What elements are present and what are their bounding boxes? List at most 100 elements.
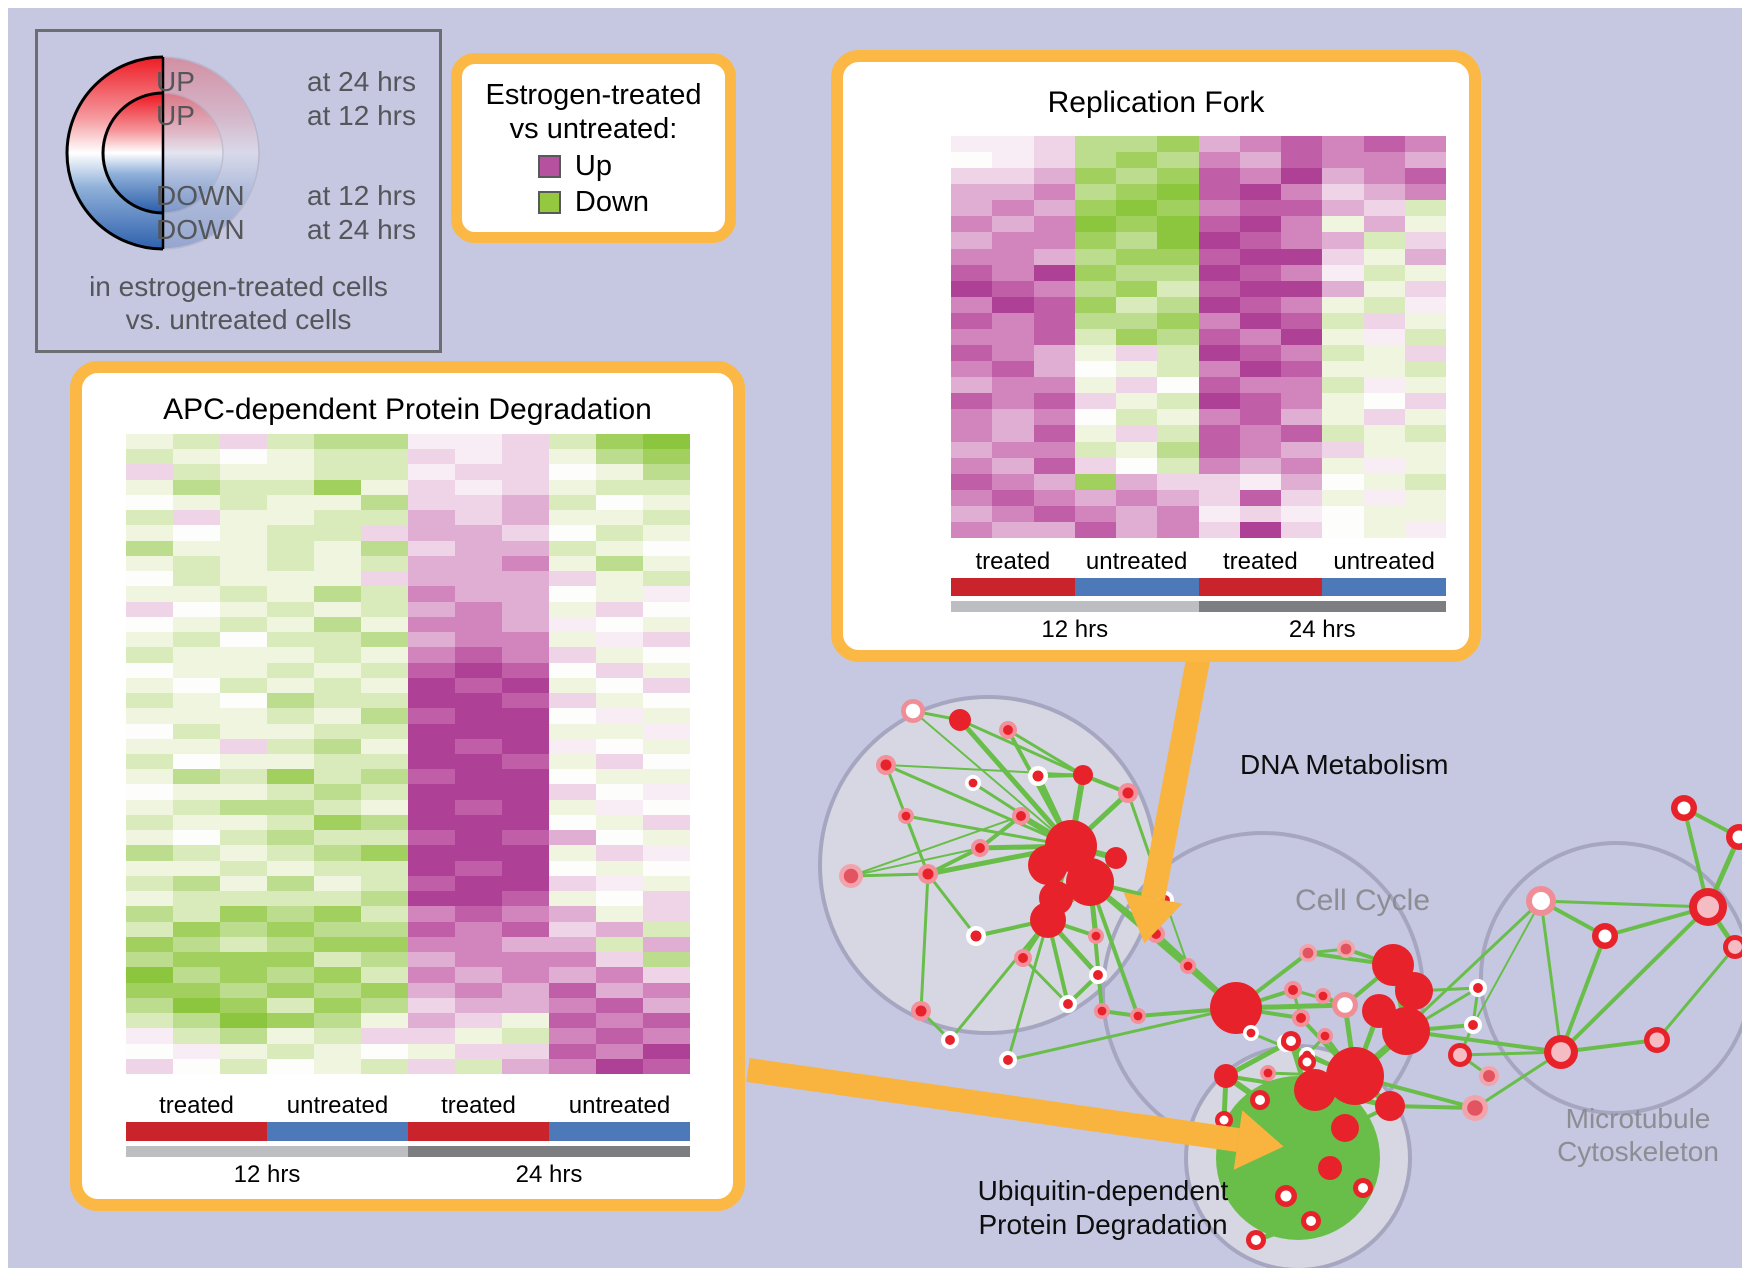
heatmap-cell: [502, 860, 549, 876]
gene-node-core: [1280, 1190, 1292, 1202]
heatmap-cell: [314, 723, 361, 739]
gene-node-core: [1318, 991, 1328, 1001]
heatmap-cell: [549, 921, 596, 937]
heatmap-cell: [1198, 184, 1240, 201]
heatmap-cell: [173, 830, 220, 846]
gene-node-core: [1468, 1020, 1478, 1030]
heatmap-cell: [1239, 280, 1281, 297]
heatmap-cell: [1239, 377, 1281, 394]
gene-node-core: [1097, 1006, 1107, 1016]
heatmap-cell: [314, 708, 361, 724]
annotation-arrow: [1141, 657, 1210, 901]
heatmap-cell: [1157, 248, 1199, 265]
heatmap-cell: [267, 738, 314, 754]
heatmap-cell: [992, 312, 1034, 329]
apc-heatmap: [126, 434, 690, 1074]
heatmap-cell: [1404, 441, 1446, 458]
heatmap-cell: [502, 997, 549, 1014]
heatmap-cell: [1281, 296, 1323, 313]
gene-node-core: [1251, 1235, 1261, 1245]
heatmap-cell: [502, 982, 549, 998]
heatmap-cell: [220, 982, 267, 998]
heatmap-cell: [455, 1058, 502, 1074]
heatmap-cell: [408, 784, 455, 800]
heatmap-cell: [173, 967, 220, 983]
heatmap-cell: [361, 525, 408, 541]
heatmap-cell: [267, 936, 314, 953]
heatmap-cell: [549, 891, 596, 907]
heatmap-cell: [1116, 296, 1158, 313]
gene-node: [1214, 1064, 1238, 1088]
heatmap-cell: [1281, 216, 1323, 233]
heatmap-cell: [173, 586, 220, 602]
heatmap-cell: [502, 464, 549, 480]
heatmap-cell: [126, 662, 173, 678]
heatmap-cell: [173, 982, 220, 998]
heatmap-cell: [1404, 280, 1446, 297]
condition-label: treated: [975, 548, 1051, 575]
heatmap-cell: [220, 693, 267, 709]
panel-title: Replication Fork: [1047, 86, 1265, 119]
heatmap-cell: [1198, 296, 1240, 313]
heatmap-cell: [361, 997, 408, 1014]
gene-node-core: [1551, 1042, 1571, 1062]
heatmap-cell: [1074, 312, 1116, 329]
heatmap-cell: [1157, 136, 1199, 153]
heatmap-cell: [992, 248, 1034, 265]
heatmap-cell: [1074, 377, 1116, 394]
heatmap-cell: [1239, 216, 1281, 233]
heatmap-cell: [1239, 136, 1281, 153]
heatmap-cell: [1322, 232, 1364, 249]
heatmap-cell: [361, 769, 408, 785]
heatmap-cell: [951, 441, 993, 458]
heatmap-cell: [502, 586, 549, 602]
heatmap-cell: [643, 449, 690, 465]
heatmap-cell: [220, 891, 267, 907]
heatmap-cell: [1322, 312, 1364, 329]
heatmap-cell: [1239, 457, 1281, 474]
condition-label: treated: [1223, 548, 1298, 575]
heatmap-cell: [1157, 168, 1199, 185]
heatmap-cell: [173, 769, 220, 785]
gene-node: [1331, 1114, 1359, 1142]
heatmap-cell: [173, 738, 220, 754]
down-label: Down: [574, 186, 650, 218]
heatmap-cell: [596, 434, 643, 450]
heatmap-cell: [549, 677, 596, 694]
heatmap-cell: [502, 814, 549, 831]
heatmap-cell: [596, 845, 643, 861]
heatmap-cell: [267, 967, 314, 983]
heatmap-cell: [1116, 264, 1158, 281]
heatmap-cell: [596, 997, 643, 1014]
heatmap-cell: [1157, 184, 1199, 201]
gene-node-core: [1473, 983, 1483, 993]
heatmap-cell: [455, 997, 502, 1014]
heatmap-cell: [596, 906, 643, 922]
heatmap-cell: [643, 571, 690, 587]
heatmap-cell: [455, 891, 502, 907]
heatmap-cell: [314, 449, 361, 465]
heatmap-cell: [220, 952, 267, 968]
heatmap-cell: [1363, 377, 1405, 394]
legend-direction: UP: [156, 66, 195, 97]
heatmap-cell: [1363, 136, 1405, 153]
heatmap-cell: [596, 1043, 643, 1059]
heatmap-cell: [502, 952, 549, 968]
heatmap-cell: [992, 200, 1034, 217]
heatmap-cell: [1363, 328, 1405, 346]
heatmap-cell: [314, 952, 361, 968]
heatmap-cell: [1239, 264, 1281, 281]
heatmap-cell: [549, 799, 596, 815]
cluster-circle: [1479, 841, 1742, 1115]
condition-label: treated: [441, 1092, 516, 1119]
heatmap-cell: [173, 906, 220, 922]
heatmap-cell: [951, 232, 993, 249]
heatmap-cell: [1157, 328, 1199, 346]
heatmap-cell: [126, 494, 173, 511]
heatmap-cell: [1198, 377, 1240, 394]
gene-node: [1382, 1007, 1430, 1055]
heatmap-cell: [992, 489, 1034, 506]
heatmap-cell: [992, 441, 1034, 458]
heatmap-cell: [220, 555, 267, 572]
heatmap-cell: [455, 708, 502, 724]
